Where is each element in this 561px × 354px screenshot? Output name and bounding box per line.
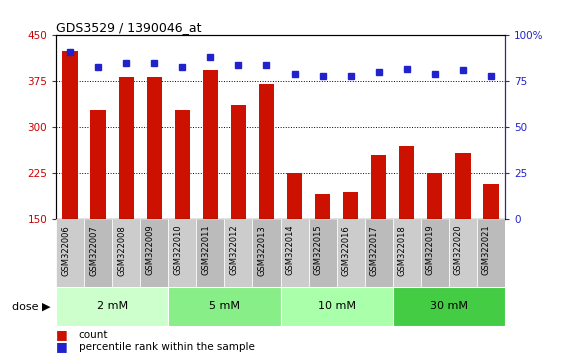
Text: dose ▶: dose ▶ (12, 301, 50, 311)
Text: GSM322011: GSM322011 (201, 225, 210, 275)
Bar (224, 219, 252, 287)
Text: GSM322008: GSM322008 (117, 225, 126, 276)
Text: GSM322006: GSM322006 (61, 225, 70, 276)
Bar (168, 287, 280, 326)
Bar (287, 173, 302, 219)
Bar (343, 192, 358, 219)
Text: ■: ■ (56, 341, 68, 353)
Bar (477, 219, 505, 287)
Text: ■: ■ (56, 328, 68, 341)
Bar (174, 110, 190, 219)
Text: GSM322018: GSM322018 (398, 225, 407, 276)
Bar (309, 219, 337, 287)
Text: 30 mM: 30 mM (430, 301, 468, 311)
Text: 5 mM: 5 mM (209, 301, 240, 311)
Bar (483, 184, 499, 219)
Text: GSM322016: GSM322016 (342, 225, 351, 276)
Bar (280, 287, 393, 326)
Bar (399, 146, 415, 219)
Bar (90, 110, 106, 219)
Text: 2 mM: 2 mM (96, 301, 128, 311)
Text: GDS3529 / 1390046_at: GDS3529 / 1390046_at (56, 21, 201, 34)
Text: GSM322009: GSM322009 (145, 225, 154, 275)
Bar (56, 219, 84, 287)
Bar (118, 77, 134, 219)
Bar (231, 105, 246, 219)
Text: GSM322019: GSM322019 (426, 225, 435, 275)
Text: GSM322015: GSM322015 (314, 225, 323, 275)
Bar (449, 219, 477, 287)
Bar (337, 219, 365, 287)
Bar (393, 287, 505, 326)
Text: 10 mM: 10 mM (318, 301, 356, 311)
Bar (315, 194, 330, 219)
Text: GSM322021: GSM322021 (482, 225, 491, 275)
Text: percentile rank within the sample: percentile rank within the sample (79, 342, 255, 352)
Bar (455, 153, 471, 219)
Bar (427, 173, 443, 219)
Bar (84, 219, 112, 287)
Bar (196, 219, 224, 287)
Bar (280, 219, 309, 287)
Bar (365, 219, 393, 287)
Bar (393, 219, 421, 287)
Bar (62, 51, 78, 219)
Text: count: count (79, 330, 108, 339)
Bar (146, 77, 162, 219)
Bar (168, 219, 196, 287)
Bar (203, 70, 218, 219)
Bar (140, 219, 168, 287)
Bar (259, 85, 274, 219)
Bar (56, 287, 168, 326)
Bar (112, 219, 140, 287)
Text: GSM322013: GSM322013 (257, 225, 266, 276)
Text: GSM322010: GSM322010 (173, 225, 182, 275)
Text: GSM322007: GSM322007 (89, 225, 98, 276)
Text: GSM322012: GSM322012 (229, 225, 238, 275)
Bar (371, 155, 387, 219)
Text: GSM322014: GSM322014 (286, 225, 295, 275)
Text: GSM322020: GSM322020 (454, 225, 463, 275)
Bar (252, 219, 280, 287)
Bar (421, 219, 449, 287)
Text: GSM322017: GSM322017 (370, 225, 379, 276)
